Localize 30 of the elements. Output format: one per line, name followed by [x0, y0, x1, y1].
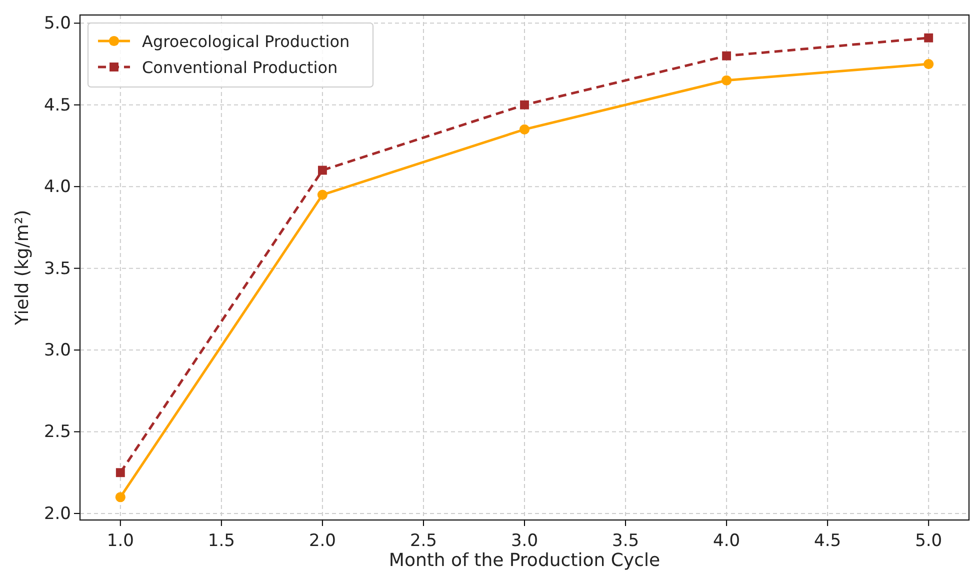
point	[924, 33, 934, 42]
x-tick-label: 2.5	[410, 531, 437, 551]
y-axis-title: Yield (kg/m²)	[12, 210, 33, 326]
point	[318, 166, 327, 175]
x-tick-label: 1.0	[106, 531, 134, 551]
x-tick-label: 4.5	[814, 531, 842, 551]
legend-label: Agroecological Production	[142, 32, 350, 51]
x-axis-title: Month of the Production Cycle	[388, 550, 660, 571]
x-tick-label: 4.0	[713, 531, 740, 551]
x-tick-label: 3.5	[612, 531, 640, 551]
y-tick-label: 2.5	[44, 422, 71, 442]
point	[722, 75, 732, 86]
point	[116, 468, 125, 478]
point	[519, 124, 530, 134]
legend-label: Conventional Production	[142, 58, 338, 77]
x-tick-label: 3.0	[510, 531, 538, 551]
y-tick-label: 3.0	[44, 340, 71, 360]
y-tick-label: 3.5	[44, 258, 71, 279]
x-tick-label: 5.0	[915, 531, 942, 551]
y-tick-label: 2.0	[44, 504, 71, 524]
point	[317, 190, 328, 200]
point	[520, 100, 529, 110]
point	[115, 492, 126, 502]
y-tick-label: 5.0	[44, 14, 71, 34]
x-tick-label: 1.5	[208, 531, 235, 551]
y-tick-label: 4.0	[44, 177, 71, 198]
x-tick-label: 2.0	[308, 531, 336, 551]
point	[722, 51, 732, 60]
point	[924, 58, 934, 70]
y-tick-label: 4.5	[44, 95, 71, 116]
